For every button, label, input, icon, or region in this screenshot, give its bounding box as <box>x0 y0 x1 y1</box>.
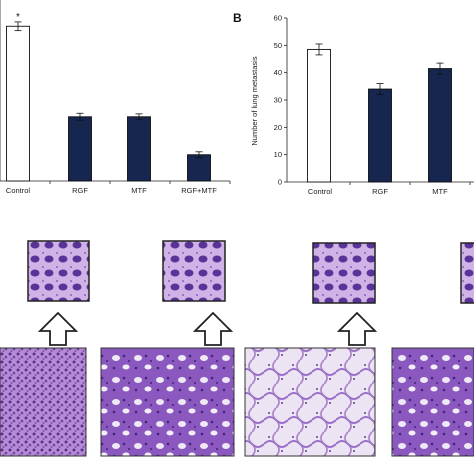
bar <box>368 88 392 183</box>
bar <box>428 68 452 183</box>
bar <box>307 48 331 183</box>
histology-section-4 <box>391 347 474 457</box>
bar <box>68 116 92 182</box>
bar <box>6 25 30 182</box>
up-arrow-icon <box>192 311 234 346</box>
chart-b: B Number of lung metastasis 0 10 20 30 40 50 6… <box>233 11 474 196</box>
chart-b-tick-label: MTF <box>432 187 448 196</box>
chart-a-tick-label: Control <box>6 186 31 195</box>
bar <box>187 154 211 182</box>
zoom-inset-3 <box>312 242 376 304</box>
y-tick-label: 20 <box>274 123 282 132</box>
histology-section-1 <box>0 347 87 457</box>
y-tick-label: 10 <box>274 150 282 159</box>
y-tick-label: 40 <box>274 68 282 77</box>
significance-marker: * <box>16 12 20 23</box>
zoom-inset-4 <box>460 242 474 304</box>
y-tick-label: 60 <box>274 14 282 23</box>
chart-b-y-axis-title: Number of lung metastasis <box>250 56 259 145</box>
up-arrow-icon <box>336 311 378 346</box>
histology-section-2 <box>100 347 235 457</box>
bar <box>127 116 151 182</box>
y-tick-label: 30 <box>274 96 282 105</box>
up-arrow-icon <box>37 311 79 346</box>
zoom-inset-1 <box>27 240 90 302</box>
y-tick-label: 0 <box>278 178 282 187</box>
panel-b-letter: B <box>233 11 242 25</box>
chart-a-tick-label: RGF <box>72 186 88 195</box>
zoom-inset-2 <box>162 240 226 302</box>
chart-b-tick-label: RGF <box>372 187 388 196</box>
chart-a-tick-label: MTF <box>131 186 147 195</box>
chart-a-tick-label: RGF+MTF <box>181 186 217 195</box>
histology-section-3 <box>244 347 376 457</box>
chart-b-tick-label: Control <box>308 187 333 196</box>
y-tick-label: 50 <box>274 41 282 50</box>
chart-a: * Control RGF MTF RGF+MTF <box>0 0 231 195</box>
histology-panel <box>0 240 474 457</box>
